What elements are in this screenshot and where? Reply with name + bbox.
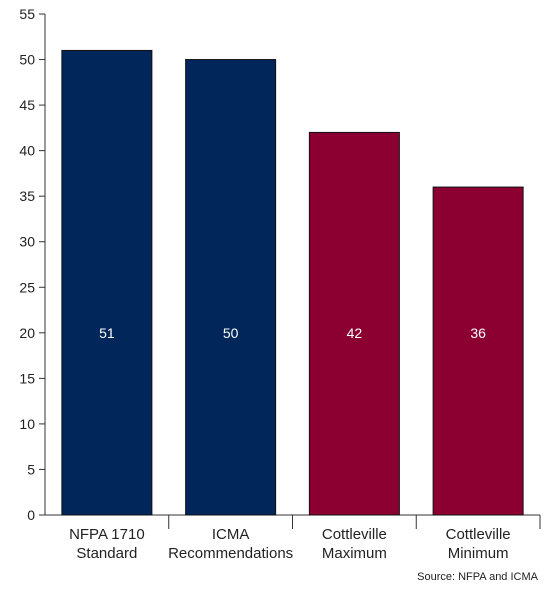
bar — [432, 186, 524, 516]
bar-data-label: 36 — [470, 325, 486, 341]
bar-data-label: 50 — [223, 325, 239, 341]
bar — [308, 131, 400, 516]
source-note: Source: NFPA and ICMA — [417, 571, 538, 583]
x-category-label: NFPA 1710 — [69, 526, 145, 543]
y-tick-label: 15 — [19, 370, 35, 386]
y-tick-label: 30 — [19, 234, 35, 250]
y-tick-label: 40 — [19, 143, 35, 159]
y-tick-label: 0 — [27, 507, 35, 523]
y-tick-label: 5 — [27, 461, 35, 477]
x-category-label: Minimum — [448, 545, 509, 562]
y-tick-label: 25 — [19, 279, 35, 295]
y-tick-label: 20 — [19, 325, 35, 341]
bar — [185, 59, 277, 516]
bar-data-label: 42 — [347, 325, 363, 341]
bar-data-label: 51 — [99, 325, 115, 341]
y-tick-label: 35 — [19, 188, 35, 204]
x-category-label: Cottleville — [322, 526, 387, 543]
x-category-label: ICMA — [212, 526, 250, 543]
y-tick-label: 55 — [19, 6, 35, 22]
x-category-label: Standard — [76, 545, 137, 562]
x-category-label: Recommendations — [168, 545, 293, 562]
x-category-label: Cottleville — [446, 526, 511, 543]
y-tick-label: 45 — [19, 97, 35, 113]
bar — [61, 49, 153, 516]
x-category-label: Maximum — [322, 545, 387, 562]
y-tick-label: 50 — [19, 52, 35, 68]
y-tick-label: 10 — [19, 416, 35, 432]
